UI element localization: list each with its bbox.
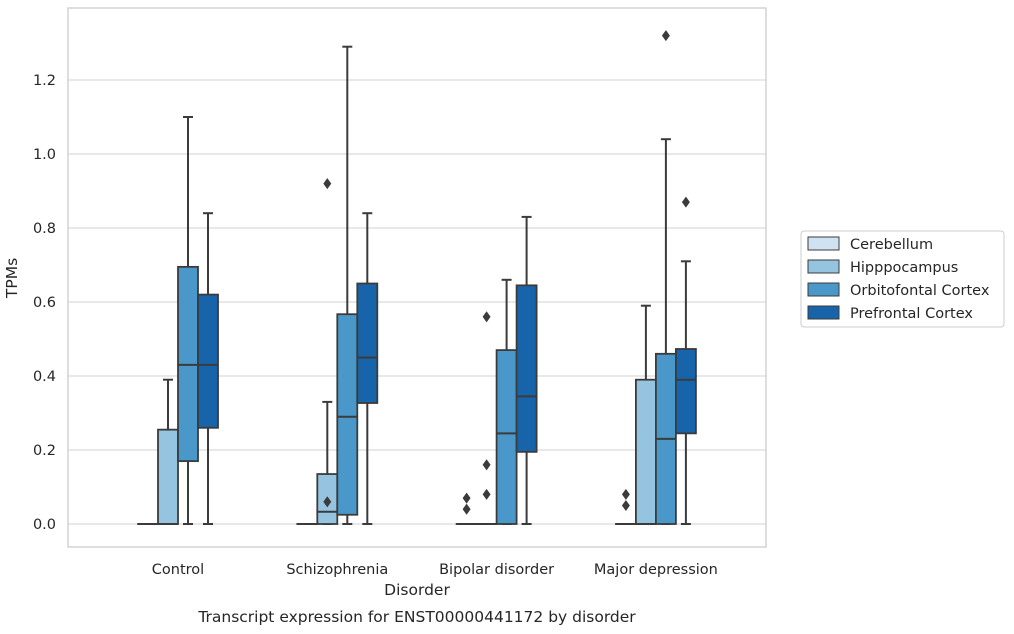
outlier-marker: [482, 459, 491, 471]
outlier-marker: [462, 503, 471, 515]
box-iqr: [197, 293, 219, 429]
y-axis-title: TPMs: [3, 258, 21, 299]
box-iqr: [635, 378, 657, 525]
box-group: [675, 196, 697, 525]
outlier-marker: [482, 488, 491, 500]
box-iqr: [336, 313, 359, 516]
legend-swatch: [807, 259, 840, 274]
x-tick-label: Schizophrenia: [286, 562, 388, 578]
box-group: [515, 215, 538, 525]
legend-label: Orbitofontal Cortex: [850, 283, 990, 299]
legend-swatch: [807, 236, 840, 251]
outlier-marker: [462, 492, 471, 504]
box-iqr: [515, 284, 538, 453]
outlier-marker: [323, 178, 332, 190]
y-tick-label: 0.6: [33, 295, 56, 311]
outlier-marker: [323, 496, 332, 508]
plot-frame: [67, 7, 767, 548]
outlier-marker: [621, 499, 630, 512]
outlier-marker: [681, 196, 690, 208]
x-tick-label: Bipolar disorder: [439, 562, 554, 578]
box-group: [316, 178, 339, 525]
legend-label: Prefrontal Cortex: [850, 306, 973, 322]
box-iqr: [157, 428, 179, 525]
legend-frame: [800, 230, 1005, 328]
box-group: [356, 212, 379, 525]
y-tick-label: 1.2: [33, 73, 56, 89]
box-group: [455, 492, 478, 525]
legend-swatch: [807, 282, 840, 297]
chart-caption: Transcript expression for ENST0000044117…: [197, 608, 636, 626]
box-group: [197, 212, 219, 525]
box-group: [495, 278, 518, 525]
y-axis-ticks: 0.0 0.2 0.4 0.6 0.8 1.0 1.2: [33, 73, 56, 533]
legend: Cerebellum Hipppocampus Orbitofontal Corte…: [800, 230, 1005, 328]
outlier-marker: [661, 30, 670, 42]
box-group: [655, 30, 677, 525]
box-iqr: [495, 349, 518, 525]
outlier-marker: [621, 488, 630, 500]
x-tick-label: Control: [152, 562, 204, 578]
x-tick-label: Major depression: [594, 562, 718, 578]
box-group: [336, 45, 359, 525]
box-group: [635, 304, 657, 525]
legend-label: Cerebellum: [850, 237, 933, 253]
legend-label: Hipppocampus: [850, 260, 958, 276]
y-tick-label: 0.8: [33, 221, 56, 237]
y-tick-label: 0.4: [33, 369, 56, 385]
x-axis-ticks: Control Schizophrenia Bipolar disorder Majo…: [152, 562, 718, 578]
y-tick-label: 0.2: [33, 443, 56, 459]
y-tick-label: 1.0: [33, 147, 56, 163]
x-axis-title: Disorder: [384, 581, 450, 599]
box-iqr: [356, 282, 379, 404]
box-series: [137, 30, 697, 525]
y-tick-label: 0.0: [33, 517, 56, 533]
outlier-marker: [482, 311, 491, 323]
box-group: [157, 378, 179, 525]
box-iqr: [675, 348, 697, 435]
legend-swatch: [807, 305, 840, 320]
